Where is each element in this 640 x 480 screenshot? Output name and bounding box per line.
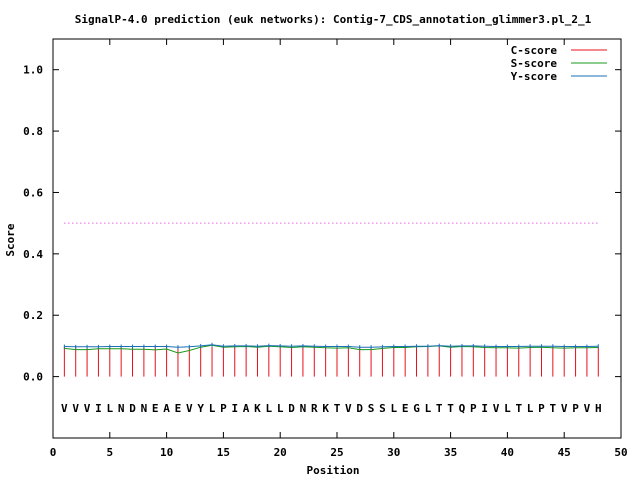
- x-tick-label-0: 0: [50, 446, 57, 459]
- x-tick-label-4: 20: [274, 446, 287, 459]
- sequence-residue-13: Y: [197, 402, 204, 415]
- sequence-residue-3: V: [84, 402, 91, 415]
- y-axis: 0.0 0.2 0.4 0.6 0.8 1.0: [23, 64, 621, 384]
- x-axis-label: Position: [307, 464, 360, 477]
- sequence-residue-31: E: [402, 402, 409, 415]
- sequence-residue-22: N: [300, 402, 307, 415]
- sequence-residue-24: K: [322, 402, 329, 415]
- y-tick-label-1: 0.2: [23, 309, 43, 322]
- sequence-residue-12: V: [186, 402, 193, 415]
- legend-label-c-score: C-score: [511, 44, 558, 57]
- sequence-residue-40: L: [504, 402, 511, 415]
- sequence-residue-1: V: [61, 402, 68, 415]
- x-tick-label-5: 25: [330, 446, 343, 459]
- x-axis: 0 5 10 15 20 25 30 35 40 45 50: [50, 39, 628, 459]
- sequence-residue-33: L: [425, 402, 432, 415]
- sequence-residue-7: D: [129, 402, 136, 415]
- y-tick-label-3: 0.6: [23, 186, 43, 199]
- y-tick-label-5: 1.0: [23, 64, 43, 77]
- legend-label-s-score: S-score: [511, 57, 558, 70]
- s-score-line: [64, 344, 599, 354]
- sequence-residue-11: E: [175, 402, 182, 415]
- x-tick-label-6: 30: [387, 446, 400, 459]
- x-tick-label-2: 10: [160, 446, 173, 459]
- sequence-residue-30: L: [390, 402, 397, 415]
- x-tick-label-9: 45: [558, 446, 571, 459]
- legend-label-y-score: Y-score: [511, 70, 558, 83]
- sequence-residue-37: P: [470, 402, 477, 415]
- sequence-residue-2: V: [72, 402, 79, 415]
- c-score-impulses: [63, 346, 599, 377]
- sequence-residue-10: A: [163, 402, 170, 415]
- sequence-residue-44: T: [550, 402, 557, 415]
- sequence-residue-15: P: [220, 402, 227, 415]
- sequence-residue-18: K: [254, 402, 261, 415]
- sequence-residue-4: I: [95, 402, 102, 415]
- sequence-residue-43: P: [538, 402, 545, 415]
- sequence-residue-47: V: [584, 402, 591, 415]
- sequence-residue-39: V: [493, 402, 500, 415]
- x-tick-label-3: 15: [217, 446, 230, 459]
- x-tick-label-1: 5: [106, 446, 113, 459]
- sequence-residue-9: E: [152, 402, 159, 415]
- y-tick-label-0: 0.0: [23, 371, 43, 384]
- sequence-residue-8: N: [141, 402, 148, 415]
- sequence-residue-6: N: [118, 402, 125, 415]
- sequence-residue-35: T: [447, 402, 454, 415]
- sequence-residue-25: T: [334, 402, 341, 415]
- sequence-residue-45: V: [561, 402, 568, 415]
- plot-area: [52, 38, 622, 439]
- x-tick-label-7: 35: [444, 446, 457, 459]
- sequence-residue-42: L: [527, 402, 534, 415]
- sequence-residue-19: L: [266, 402, 273, 415]
- sequence-residue-26: V: [345, 402, 352, 415]
- sequence-residue-20: L: [277, 402, 284, 415]
- sequence-residue-17: A: [243, 402, 250, 415]
- sequence-residue-29: S: [379, 402, 386, 415]
- sequence-residue-28: S: [368, 402, 375, 415]
- sequence-residue-48: H: [595, 402, 602, 415]
- sequence-residue-32: G: [413, 402, 420, 415]
- x-tick-label-10: 50: [614, 446, 627, 459]
- sequence-residue-16: I: [231, 402, 238, 415]
- series-lines: [63, 342, 599, 354]
- y-score-line: [64, 344, 599, 348]
- sequence-residue-34: T: [436, 402, 443, 415]
- sequence-residue-23: R: [311, 402, 318, 415]
- sequence-residue-46: P: [572, 402, 579, 415]
- sequence-residue-27: D: [356, 402, 363, 415]
- sequence-residue-5: L: [106, 402, 113, 415]
- sequence-residue-14: L: [209, 402, 216, 415]
- chart-title: SignalP-4.0 prediction (euk networks): C…: [75, 13, 592, 26]
- sequence-residue-21: D: [288, 402, 295, 415]
- y-tick-label-4: 0.8: [23, 125, 43, 138]
- y-tick-label-2: 0.4: [23, 248, 43, 261]
- sequence-residue-41: T: [515, 402, 522, 415]
- y-axis-label: Score: [4, 223, 17, 256]
- x-tick-label-8: 40: [501, 446, 514, 459]
- sequence-residue-36: Q: [459, 402, 466, 415]
- sequence-residue-38: I: [481, 402, 488, 415]
